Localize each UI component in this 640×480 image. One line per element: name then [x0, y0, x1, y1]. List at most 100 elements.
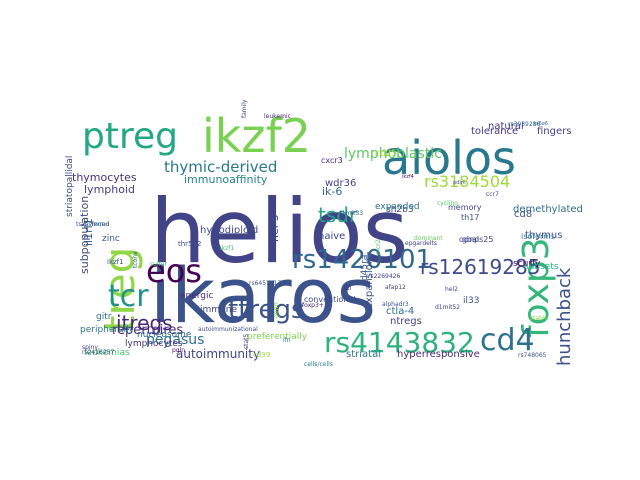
cloud-word: immune	[200, 305, 237, 315]
cloud-word: rs6e6	[534, 121, 548, 127]
cloud-word: mcr2	[375, 239, 382, 255]
cloud-word: eos	[146, 252, 202, 290]
cloud-word: memory	[448, 203, 482, 212]
cloud-word: alphadr3	[382, 301, 409, 308]
cloud-word: thymus	[525, 230, 562, 241]
cloud-word: pegasus	[146, 332, 204, 348]
cloud-word: demethylated	[513, 204, 583, 215]
cloud-word: cd8	[514, 209, 532, 220]
cloud-word: tcr	[108, 279, 149, 314]
cloud-word: expansion	[364, 258, 375, 309]
cloud-word: ctla-4	[386, 306, 414, 317]
cloud-word: ikzf4	[402, 174, 414, 180]
cloud-word: rs1420101	[292, 245, 432, 275]
cloud-word: striatal	[346, 349, 381, 360]
cloud-word: treg	[95, 247, 144, 332]
cloud-word: goal	[462, 235, 479, 244]
cloud-word: cd25	[375, 149, 397, 159]
cloud-word: ikzf1	[220, 245, 234, 252]
cloud-word: fingers	[537, 126, 571, 137]
cloud-word: mono	[92, 221, 109, 228]
cloud-word: afap12	[385, 284, 406, 291]
cloud-word: thr592	[178, 240, 201, 248]
cloud-word: thymocytes	[72, 171, 137, 184]
cloud-word: tsdr	[318, 203, 358, 227]
cloud-word: sulfur	[150, 261, 168, 268]
cloud-word: lymphoblastic	[344, 146, 442, 162]
cloud-word: d1mit52	[435, 304, 460, 311]
cloud-word: subsets	[524, 262, 559, 272]
cloud-word: rs3184504	[424, 172, 510, 191]
cloud-word: ikaros	[150, 251, 376, 340]
cloud-word: foxp3+	[302, 302, 324, 309]
cloud-word: stable	[530, 315, 549, 322]
cloud-word: repertoires	[112, 323, 183, 338]
cloud-word: nucleosome	[137, 330, 192, 340]
cloud-word: cd45ra	[360, 255, 370, 286]
cloud-word: ikzf1	[107, 258, 124, 266]
cloud-word: ilti	[344, 285, 352, 292]
cloud-word: cd39	[253, 351, 270, 359]
cloud-word: tolerance	[471, 126, 518, 137]
cloud-word: hypodiploid	[200, 225, 258, 236]
cloud-word: autoimmunity	[176, 347, 260, 361]
cloud-word: ikzf2	[202, 109, 311, 163]
cloud-word: stat5	[243, 333, 250, 349]
cloud-word: natural	[488, 121, 524, 132]
cloud-word: hunchback	[554, 267, 575, 366]
cloud-word: subpopulation	[78, 196, 91, 274]
cloud-word: cycling	[437, 200, 458, 207]
cloud-word: il33	[463, 296, 479, 306]
cloud-word: d1mit33	[338, 210, 363, 217]
cloud-word: ntregs	[390, 316, 422, 327]
cloud-word: ik-6	[322, 185, 342, 198]
cloud-word: hel-5	[268, 214, 281, 242]
cloud-word: rs4143832	[324, 326, 475, 359]
cloud-word: pgln	[172, 347, 185, 354]
cloud-word: expanded	[375, 202, 420, 212]
cloud-word: sh2b3	[386, 205, 414, 215]
cloud-word: hyperresponsive	[397, 349, 480, 360]
cloud-word: preferentially	[247, 332, 308, 342]
cloud-word: cxcr3	[321, 156, 343, 165]
cloud-word: isoforms	[521, 232, 555, 241]
cloud-word: gitr	[96, 312, 112, 322]
cloud-word: th17	[461, 213, 479, 222]
cloud-word: scurfy	[513, 259, 541, 269]
cloud-word: conventional	[304, 295, 356, 304]
cloud-word: hel2	[445, 286, 458, 293]
cloud-word: thymic-derived	[164, 158, 277, 176]
cloud-word: aiolos	[382, 131, 516, 185]
cloud-word: family	[241, 99, 248, 118]
cloud-word: foxp3	[516, 237, 557, 338]
cloud-word: anergic	[180, 291, 214, 301]
cloud-word: lymphocytes	[125, 339, 183, 349]
cloud-word: rs6457617	[249, 280, 281, 287]
cloud-word: odnps25	[459, 235, 493, 244]
cloud-word: rs3939286	[508, 121, 540, 128]
cloud-word: ccr7	[486, 191, 499, 198]
cloud-word: cells/cells	[304, 361, 333, 368]
cloud-word: striatopallidal	[65, 156, 75, 217]
cloud-word: germ	[273, 302, 280, 318]
cloud-word: leukemic	[264, 113, 291, 120]
cloud-word: immunoaffinity	[184, 173, 268, 186]
cloud-word: naive	[318, 231, 345, 242]
cloud-word: itregs	[116, 311, 173, 335]
cloud-word: cd4	[480, 323, 535, 358]
cloud-word: il1rl1	[82, 218, 95, 246]
cloud-word: pdlm	[453, 180, 466, 186]
cloud-word: rs2416257	[82, 349, 114, 356]
cloud-word: epgardelts	[405, 240, 437, 247]
cloud-word: transferred	[76, 221, 110, 228]
cloud-word: wdr36	[325, 178, 356, 189]
cloud-word: ifn	[283, 337, 291, 344]
cloud-word: rs12619285	[420, 255, 540, 279]
cloud-word: helios	[150, 180, 409, 283]
cloud-word: rs748065	[518, 352, 547, 359]
cloud-word: leukemias	[84, 348, 130, 358]
cloud-word: lymphoid	[84, 183, 135, 196]
cloud-word: autoimmunizational	[198, 326, 258, 333]
cloud-word: dominant	[414, 235, 443, 242]
